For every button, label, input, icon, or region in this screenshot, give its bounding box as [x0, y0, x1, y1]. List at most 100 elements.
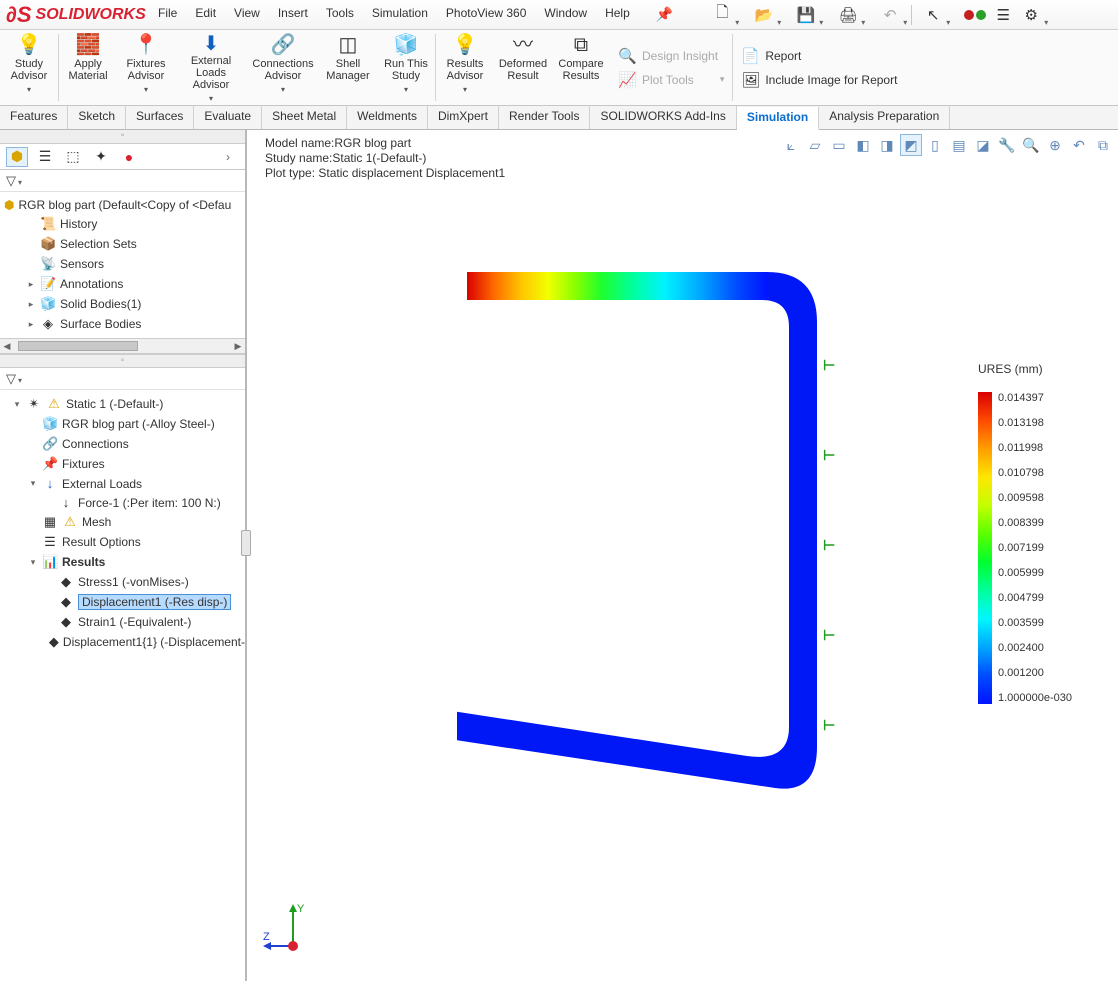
tab-sketch[interactable]: Sketch: [68, 106, 126, 129]
run-study-label: Run This Study: [384, 58, 428, 82]
sim-tree-item[interactable]: 🧊RGR blog part (-Alloy Steel-): [4, 414, 245, 434]
shaded-icon[interactable]: ◧: [852, 134, 874, 156]
include-image-button[interactable]: 🖼 Include Image for Report: [741, 71, 897, 89]
undo-button[interactable]: ↶: [879, 4, 901, 26]
tab-surfaces[interactable]: Surfaces: [126, 106, 194, 129]
tab-sheetmetal[interactable]: Sheet Metal: [262, 106, 347, 129]
open-file-button[interactable]: 📂: [753, 4, 775, 26]
feature-tree-item[interactable]: 📡Sensors: [4, 254, 245, 274]
menu-tools[interactable]: Tools: [318, 2, 362, 27]
material-icon: 🧱: [76, 32, 101, 58]
zoom-fit-icon[interactable]: 🔍: [1020, 134, 1042, 156]
sim-tree-item[interactable]: ◆Displacement1{1} (-Displacement-: [4, 632, 245, 652]
legend-value: 0.010798: [998, 467, 1072, 479]
study-advisor-button[interactable]: 💡 Study Advisor ▾: [0, 30, 58, 105]
fixtures-advisor-button[interactable]: 📍 Fixtures Advisor ▾: [117, 30, 175, 105]
perspective-icon[interactable]: ▯: [924, 134, 946, 156]
section-icon[interactable]: ▤: [948, 134, 970, 156]
run-study-button[interactable]: 🧊 Run This Study ▾: [377, 30, 435, 105]
fixture-icon: ⊢: [823, 357, 835, 374]
legend-labels: 0.0143970.0131980.0119980.0107980.009598…: [998, 392, 1072, 704]
sim-tree-item[interactable]: ◆Displacement1 (-Res disp-): [4, 592, 245, 612]
sim-tree-item[interactable]: ▾✴⚠Static 1 (-Default-): [4, 394, 245, 414]
rebuild-status[interactable]: [964, 4, 986, 26]
tab-simulation[interactable]: Simulation: [737, 107, 819, 130]
menu-window[interactable]: Window: [536, 2, 595, 27]
sim-tree-item[interactable]: 📌Fixtures: [4, 454, 245, 474]
feature-tree-item[interactable]: 📜History: [4, 214, 245, 234]
appearance-icon[interactable]: 🔧: [996, 134, 1018, 156]
sim-tree-item[interactable]: ◆Stress1 (-vonMises-): [4, 572, 245, 592]
property-tab[interactable]: ☰: [34, 147, 56, 167]
compare-results-button[interactable]: ⧉ Compare Results: [552, 30, 610, 105]
tab-weldments[interactable]: Weldments: [347, 106, 428, 129]
menu-file[interactable]: File: [150, 2, 185, 27]
save-button[interactable]: 💾: [795, 4, 817, 26]
sim-tree-item[interactable]: ▦⚠Mesh: [4, 512, 245, 532]
select-button[interactable]: ↖: [922, 4, 944, 26]
triad-view-icon[interactable]: ⟀: [780, 134, 802, 156]
tab-evaluate[interactable]: Evaluate: [194, 106, 262, 129]
main-menu: File Edit View Insert Tools Simulation P…: [150, 2, 681, 27]
pin-icon[interactable]: 📌: [648, 2, 681, 27]
deformed-result-button[interactable]: 〰 Deformed Result: [494, 30, 552, 105]
connections-advisor-button[interactable]: 🔗 Connections Advisor ▾: [247, 30, 319, 105]
graphics-viewport[interactable]: Model name:RGR blog part Study name:Stat…: [247, 130, 1118, 981]
menu-view[interactable]: View: [226, 2, 268, 27]
sim-tree-item[interactable]: ◆Strain1 (-Equivalent-): [4, 612, 245, 632]
feature-tree-scrollbar[interactable]: ◀▶: [0, 338, 245, 354]
results-advisor-button[interactable]: 💡 Results Advisor ▾: [436, 30, 494, 105]
wireframe-icon[interactable]: ▱: [804, 134, 826, 156]
design-insight-button[interactable]: 🔍 Design Insight: [618, 47, 724, 65]
view-orient-icon[interactable]: ⧉: [1092, 134, 1114, 156]
tab-analysisprep[interactable]: Analysis Preparation: [819, 106, 950, 129]
prev-view-icon[interactable]: ↶: [1068, 134, 1090, 156]
feature-root[interactable]: ⬢ RGR blog part (Default<Copy of <Defau: [4, 196, 245, 214]
settings-button[interactable]: ⚙: [1020, 4, 1042, 26]
feature-filter[interactable]: ▽: [0, 170, 245, 192]
sim-tree-item[interactable]: 🔗Connections: [4, 434, 245, 454]
menu-help[interactable]: Help: [597, 2, 638, 27]
dimxpert-tab[interactable]: ✦: [90, 147, 112, 167]
splitter-grip[interactable]: [241, 530, 251, 556]
feature-tree-item[interactable]: ▸🧊Solid Bodies(1): [4, 294, 245, 314]
sim-tree-item[interactable]: ▾↓External Loads: [4, 474, 245, 493]
feature-tree-item[interactable]: ▸◈Surface Bodies: [4, 314, 245, 334]
panel-handle-top[interactable]: [0, 130, 245, 144]
view-triad[interactable]: Y Z: [263, 900, 323, 963]
apply-material-button[interactable]: 🧱 Apply Material: [59, 30, 117, 105]
sim-tree-item[interactable]: ▾📊Results: [4, 552, 245, 572]
display-tab[interactable]: ●: [118, 147, 140, 167]
feature-tree-item[interactable]: ▸📝Annotations: [4, 274, 245, 294]
panel-handle-mid[interactable]: [0, 354, 245, 368]
options-list-button[interactable]: ☰: [992, 4, 1014, 26]
shadow-icon[interactable]: ◩: [900, 134, 922, 156]
tab-features[interactable]: Features: [0, 106, 68, 129]
zoom-area-icon[interactable]: ⊕: [1044, 134, 1066, 156]
report-button[interactable]: 📄 Report: [741, 47, 897, 65]
menu-simulation[interactable]: Simulation: [364, 2, 436, 27]
sim-tree-item[interactable]: ☰Result Options: [4, 532, 245, 552]
tab-dimxpert[interactable]: DimXpert: [428, 106, 499, 129]
expand-right-icon[interactable]: ›: [217, 147, 239, 167]
menu-photoview[interactable]: PhotoView 360: [438, 2, 535, 27]
sim-filter[interactable]: ▽: [0, 368, 245, 390]
feature-tree-tab[interactable]: ⬢: [6, 147, 28, 167]
config-tab[interactable]: ⬚: [62, 147, 84, 167]
plot-tools-button[interactable]: 📈 Plot Tools ▾: [618, 71, 724, 89]
scene-icon[interactable]: ◪: [972, 134, 994, 156]
hidden-icon[interactable]: ▭: [828, 134, 850, 156]
print-button[interactable]: 🖨: [837, 4, 859, 26]
tab-rendertools[interactable]: Render Tools: [499, 106, 591, 129]
sim-tree-item[interactable]: ↓Force-1 (:Per item: 100 N:): [4, 493, 245, 512]
y-axis-label: Y: [297, 903, 305, 915]
tab-addins[interactable]: SOLIDWORKS Add-Ins: [590, 106, 736, 129]
shaded-edges-icon[interactable]: ◨: [876, 134, 898, 156]
results-icon: 💡: [453, 32, 478, 58]
menu-edit[interactable]: Edit: [187, 2, 224, 27]
menu-insert[interactable]: Insert: [270, 2, 316, 27]
shell-manager-button[interactable]: ◫ Shell Manager: [319, 30, 377, 105]
new-file-button[interactable]: 🗋: [711, 4, 733, 26]
external-loads-button[interactable]: ⬇ External Loads Advisor ▾: [175, 30, 247, 105]
feature-tree-item[interactable]: 📦Selection Sets: [4, 234, 245, 254]
